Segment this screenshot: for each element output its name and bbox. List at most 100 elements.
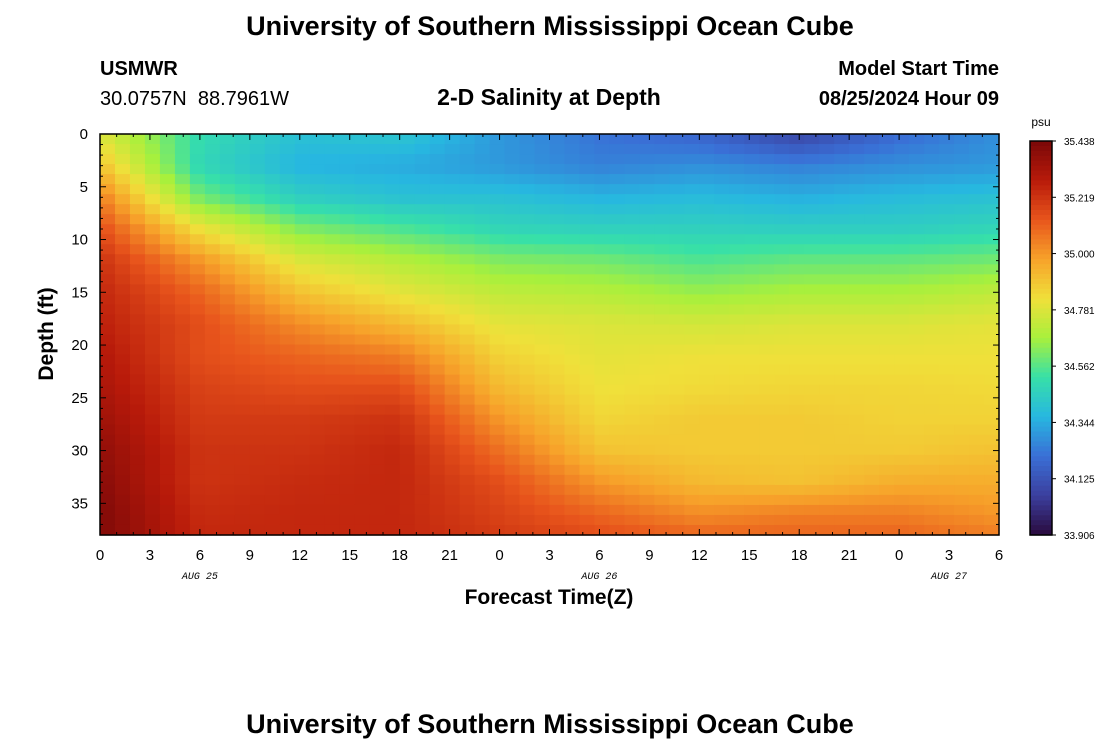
heatmap-cell <box>849 414 865 426</box>
heatmap-cell <box>939 514 955 526</box>
heatmap-cell <box>909 284 925 296</box>
heatmap-cell <box>879 404 895 416</box>
heatmap-cell <box>534 364 551 376</box>
heatmap-cell <box>399 524 416 536</box>
heatmap-cell <box>624 134 640 145</box>
heatmap-cell <box>774 324 790 336</box>
heatmap-cell <box>519 184 536 195</box>
heatmap-cell <box>894 184 910 195</box>
heatmap-cell <box>354 214 371 225</box>
heatmap-cell <box>714 394 730 406</box>
heatmap-cell <box>459 474 476 486</box>
heatmap-cell <box>579 174 596 185</box>
heatmap-cell <box>279 524 296 536</box>
heatmap-cell <box>309 194 326 205</box>
heatmap-cell <box>399 294 416 306</box>
heatmap-cell <box>354 404 371 416</box>
heatmap-cell <box>924 504 940 516</box>
heatmap-cell <box>789 514 805 526</box>
heatmap-cell <box>384 314 401 326</box>
heatmap-cell <box>384 504 401 516</box>
heatmap-cell <box>264 184 281 195</box>
heatmap-cell <box>159 334 176 346</box>
heatmap-cell <box>564 184 581 195</box>
heatmap-cell <box>369 214 386 225</box>
heatmap-cell <box>654 234 670 245</box>
heatmap-cell <box>669 494 685 506</box>
heatmap-cell <box>204 174 221 185</box>
heatmap-cell <box>114 414 131 426</box>
heatmap-cell <box>714 384 730 396</box>
heatmap-cell <box>414 224 431 235</box>
heatmap-cell <box>984 274 1000 285</box>
heatmap-cell <box>834 414 850 426</box>
heatmap-cell <box>804 504 820 516</box>
heatmap-cell <box>384 384 401 396</box>
heatmap-cell <box>684 244 700 255</box>
heatmap-cell <box>429 414 446 426</box>
heatmap-cell <box>624 234 640 245</box>
heatmap-cell <box>894 384 910 396</box>
page-title: University of Southern Mississippi Ocean… <box>246 11 854 41</box>
heatmap-cell <box>624 184 640 195</box>
heatmap-cell <box>594 144 611 155</box>
heatmap-cell <box>924 424 940 436</box>
heatmap-cell <box>354 304 371 316</box>
heatmap-cell <box>459 494 476 506</box>
y-tick-label: 20 <box>71 337 88 354</box>
heatmap-cell <box>564 174 581 185</box>
heatmap-cell <box>639 514 655 526</box>
heatmap-cell <box>504 144 521 155</box>
heatmap-cell <box>834 234 850 245</box>
colorbar-swatch <box>1030 249 1052 255</box>
heatmap-cell <box>909 164 925 175</box>
heatmap-cell <box>909 354 925 366</box>
heatmap-cell <box>939 384 955 396</box>
heatmap-cell <box>699 464 715 476</box>
heatmap-cell <box>924 144 940 155</box>
heatmap-cell <box>564 264 581 275</box>
heatmap-cell <box>339 374 356 386</box>
heatmap-cell <box>309 354 326 366</box>
colorbar-swatch <box>1030 347 1052 354</box>
heatmap-cell <box>984 414 1000 426</box>
heatmap-cell <box>459 194 476 205</box>
heatmap-cell <box>684 394 700 406</box>
heatmap-cell <box>159 134 176 145</box>
colorbar-swatch <box>1030 145 1052 152</box>
heatmap-cell <box>789 234 805 245</box>
heatmap-cell <box>939 374 955 386</box>
heatmap-cell <box>789 414 805 426</box>
heatmap-cell <box>774 464 790 476</box>
heatmap-cell <box>234 374 251 386</box>
heatmap-cell <box>639 144 655 155</box>
heatmap-cell <box>204 354 221 366</box>
heatmap-cell <box>819 464 835 476</box>
heatmap-cell <box>369 164 386 175</box>
colorbar: 35.43835.21935.00034.78134.56234.34434.1… <box>1029 137 1095 542</box>
heatmap-cell <box>114 264 131 275</box>
heatmap-cell <box>789 404 805 416</box>
heatmap-cell <box>369 444 386 456</box>
heatmap-cell <box>339 234 356 245</box>
heatmap-cell <box>984 304 1000 316</box>
heatmap-cell <box>534 294 551 306</box>
heatmap-cell <box>489 484 506 496</box>
heatmap-cell <box>354 294 371 306</box>
heatmap-cell <box>249 394 266 406</box>
heatmap-cell <box>249 424 266 436</box>
x-tick-label: 15 <box>341 547 358 564</box>
heatmap-cell <box>774 344 790 356</box>
heatmap-cell <box>699 244 715 255</box>
colorbar-swatch <box>1030 421 1052 428</box>
heatmap-cell <box>174 184 191 195</box>
heatmap-cell <box>414 394 431 406</box>
heatmap-cell <box>669 444 685 456</box>
heatmap-cell <box>384 134 401 145</box>
heatmap-cell <box>759 504 775 516</box>
heatmap-cell <box>594 454 611 466</box>
heatmap-cell <box>714 184 730 195</box>
heatmap-cell <box>474 194 491 205</box>
heatmap-cell <box>399 224 416 235</box>
heatmap-cell <box>144 194 161 205</box>
